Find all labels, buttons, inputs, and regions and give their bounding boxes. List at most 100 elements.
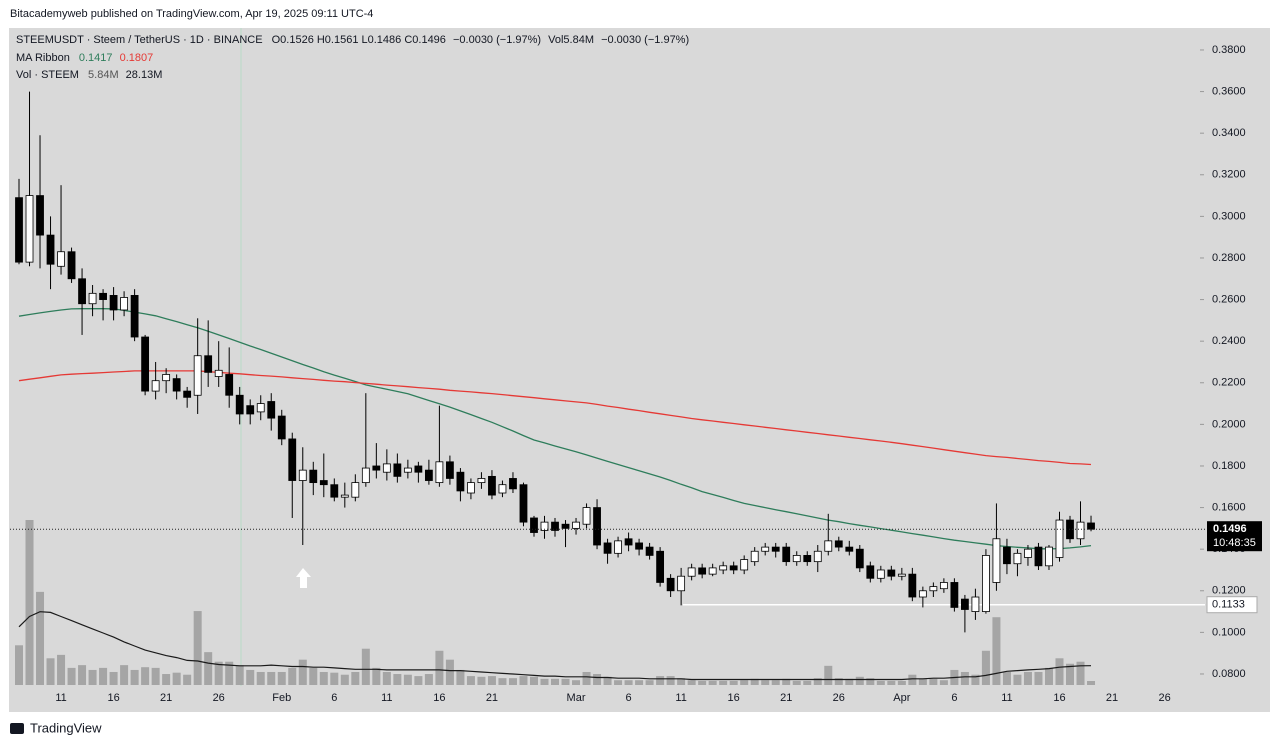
candle-body <box>109 295 118 311</box>
candle-body <box>866 565 875 579</box>
y-tick-label: 0.2400 <box>1212 335 1246 347</box>
candle-body <box>582 507 591 525</box>
volume-bar <box>235 665 244 685</box>
volume-bar <box>813 678 822 685</box>
x-tick-label: 6 <box>951 692 957 704</box>
volume-bar <box>603 676 612 685</box>
level-label: 0.1133 <box>1212 599 1245 611</box>
volume-bar <box>214 661 223 685</box>
x-tick-label: 16 <box>1053 692 1065 704</box>
ma-fast-value: 0.1417 <box>79 52 113 64</box>
volume-bar <box>1076 661 1085 685</box>
x-tick-label: 21 <box>780 692 792 704</box>
candle-body <box>677 575 686 592</box>
volume-bar <box>677 678 686 685</box>
volume-bar <box>529 676 538 685</box>
y-tick-label: 0.3000 <box>1212 210 1246 222</box>
volume-bar <box>78 665 87 685</box>
candle-body <box>120 297 128 311</box>
volume-bar <box>67 667 76 685</box>
volume-bar <box>939 680 948 685</box>
x-tick-label: Feb <box>272 692 291 704</box>
volume-bar <box>1013 674 1022 685</box>
volume-bar <box>1044 667 1053 685</box>
volume-bar <box>519 676 528 685</box>
candle-body <box>1013 552 1022 565</box>
x-tick-label: 21 <box>486 692 498 704</box>
x-tick-label: 11 <box>675 692 686 704</box>
volume-bar <box>1034 671 1043 685</box>
candle-body <box>214 369 223 377</box>
volume-bar <box>319 671 328 685</box>
candle-body <box>498 484 507 494</box>
volume-bar <box>162 674 171 685</box>
candle-body <box>929 586 938 592</box>
volume-bar <box>403 674 412 685</box>
volume: Vol5.84M <box>548 34 594 46</box>
y-tick-label: 0.1000 <box>1212 626 1246 638</box>
candle-body <box>267 401 276 419</box>
candle-body <box>172 378 181 392</box>
y-tick-label: 0.3600 <box>1212 85 1246 97</box>
volume-bar <box>876 680 885 685</box>
y-tick-label: 0.2800 <box>1212 252 1246 264</box>
volume-bar <box>561 678 570 685</box>
volume-bar <box>971 674 980 685</box>
candle-body <box>982 555 990 612</box>
volume-bar <box>382 671 391 685</box>
volume-bar <box>57 654 66 685</box>
volume-bar <box>635 680 644 685</box>
volume-bar <box>824 665 833 685</box>
volume-bar <box>887 680 896 685</box>
candle-body <box>67 251 76 280</box>
volume-ma <box>18 611 1092 681</box>
candle-body <box>57 251 65 267</box>
candle-body <box>435 461 444 484</box>
candle-body <box>950 582 959 608</box>
candle-body <box>15 197 23 263</box>
candle-body <box>897 573 906 577</box>
candle-body <box>130 295 139 338</box>
candle-body <box>488 475 496 496</box>
volume-bar <box>288 667 297 685</box>
ma-slow-value: 0.1807 <box>120 52 154 64</box>
published-line: Bitacademyweb published on TradingView.c… <box>10 8 373 20</box>
candle-body <box>88 292 97 305</box>
volume-bar <box>666 676 675 685</box>
volume-bar <box>551 678 560 685</box>
candle-body <box>782 546 791 563</box>
volume-bar <box>1055 658 1064 685</box>
x-tick-label: 6 <box>331 692 337 704</box>
volume-bar <box>445 659 454 685</box>
candle-body <box>698 567 707 575</box>
candle-body <box>845 546 854 552</box>
volume-bar <box>109 671 118 685</box>
volume-bar <box>981 650 990 685</box>
candle-body <box>225 374 234 396</box>
candle-body <box>456 471 465 492</box>
y-tick-label: 0.0800 <box>1212 668 1246 680</box>
candle-body <box>624 538 633 546</box>
candle-body <box>803 555 812 563</box>
candle-body <box>792 555 801 563</box>
ohlc: O0.1526 H0.1561 L0.1486 C0.1496 <box>272 34 446 46</box>
volume-bar <box>372 667 381 685</box>
x-tick-label: 26 <box>833 692 845 704</box>
candle-body <box>687 567 696 577</box>
x-tick-label: 11 <box>1001 692 1012 704</box>
volume-bar <box>750 678 759 685</box>
volume-bar <box>477 676 486 685</box>
candle-body <box>551 521 559 531</box>
volume-bar <box>740 680 749 685</box>
candle-body <box>635 542 643 550</box>
volume-bar <box>267 671 276 685</box>
volume-change: −0.0030 (−1.97%) <box>601 34 689 46</box>
volume-bar <box>330 672 339 685</box>
candle-body <box>887 569 896 577</box>
candle-body <box>1045 546 1053 567</box>
volume-bar <box>593 674 602 685</box>
candle-body <box>414 465 423 473</box>
candle-body <box>46 234 55 265</box>
volume-bar <box>120 665 129 685</box>
